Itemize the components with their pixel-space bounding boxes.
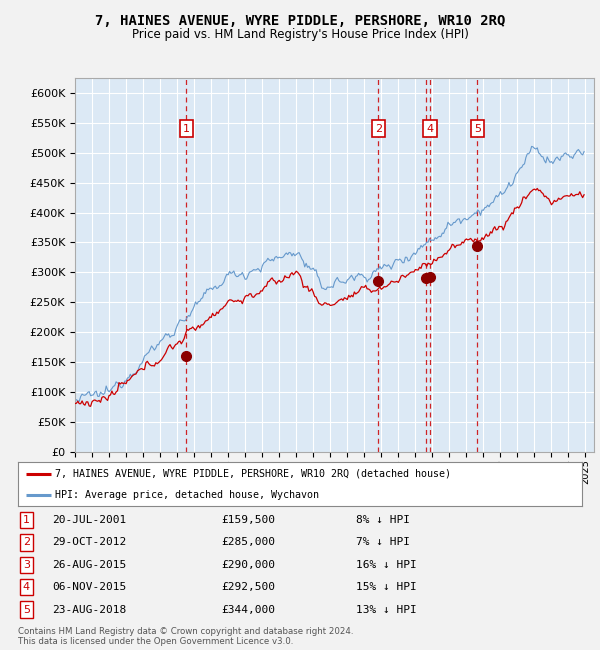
Text: 13% ↓ HPI: 13% ↓ HPI [356,604,417,614]
Text: 4: 4 [23,582,30,592]
Text: 16% ↓ HPI: 16% ↓ HPI [356,560,417,570]
Text: 7% ↓ HPI: 7% ↓ HPI [356,538,410,547]
Text: £292,500: £292,500 [221,582,275,592]
Text: 2: 2 [375,124,382,134]
Text: This data is licensed under the Open Government Licence v3.0.: This data is licensed under the Open Gov… [18,637,293,646]
Text: HPI: Average price, detached house, Wychavon: HPI: Average price, detached house, Wych… [55,489,319,500]
Text: 3: 3 [23,560,30,570]
Text: 4: 4 [426,124,433,134]
Text: 15% ↓ HPI: 15% ↓ HPI [356,582,417,592]
Text: 1: 1 [23,515,30,525]
Text: 1: 1 [183,124,190,134]
Text: 7, HAINES AVENUE, WYRE PIDDLE, PERSHORE, WR10 2RQ: 7, HAINES AVENUE, WYRE PIDDLE, PERSHORE,… [95,14,505,29]
Text: 2: 2 [23,538,30,547]
Text: 5: 5 [23,604,30,614]
Text: £285,000: £285,000 [221,538,275,547]
Text: 29-OCT-2012: 29-OCT-2012 [52,538,126,547]
Text: 06-NOV-2015: 06-NOV-2015 [52,582,126,592]
Text: 26-AUG-2015: 26-AUG-2015 [52,560,126,570]
Text: 23-AUG-2018: 23-AUG-2018 [52,604,126,614]
Text: £290,000: £290,000 [221,560,275,570]
Text: 7, HAINES AVENUE, WYRE PIDDLE, PERSHORE, WR10 2RQ (detached house): 7, HAINES AVENUE, WYRE PIDDLE, PERSHORE,… [55,469,451,479]
Text: Contains HM Land Registry data © Crown copyright and database right 2024.: Contains HM Land Registry data © Crown c… [18,627,353,636]
Text: £344,000: £344,000 [221,604,275,614]
Text: 8% ↓ HPI: 8% ↓ HPI [356,515,410,525]
Text: Price paid vs. HM Land Registry's House Price Index (HPI): Price paid vs. HM Land Registry's House … [131,28,469,41]
Text: £159,500: £159,500 [221,515,275,525]
Text: 5: 5 [474,124,481,134]
Text: 20-JUL-2001: 20-JUL-2001 [52,515,126,525]
